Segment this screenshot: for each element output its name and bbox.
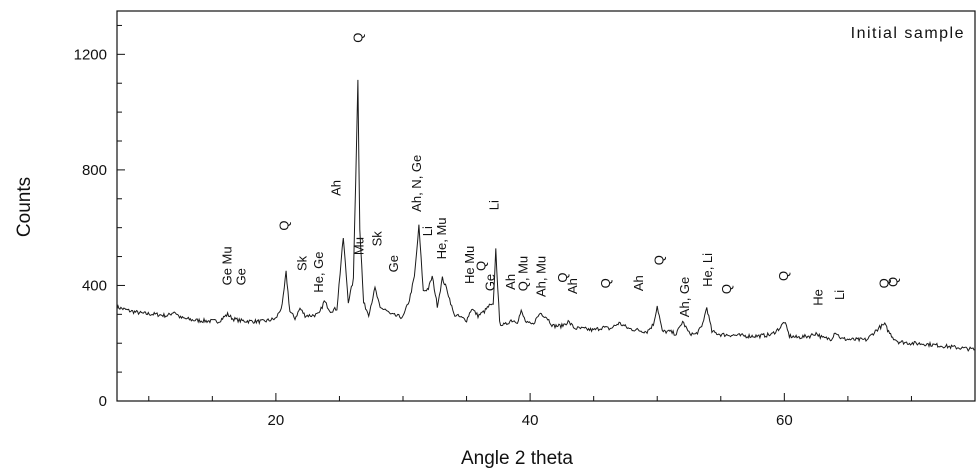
- peak-label: He Mu: [462, 246, 477, 284]
- x-tick-label: 20: [268, 412, 285, 429]
- peak-label: He, Ge: [311, 251, 326, 292]
- peak-label: Q: [652, 255, 667, 265]
- plot-frame: [116, 10, 976, 402]
- peak-label: Q: [885, 277, 900, 287]
- peak-label: Q: [474, 261, 489, 271]
- y-axis-title: Counts: [14, 177, 35, 237]
- peak-label: Li: [420, 226, 435, 236]
- peak-label: Ah: [565, 278, 580, 294]
- panel-label: Initial sample: [851, 25, 965, 42]
- y-tick-label: 0: [99, 393, 107, 410]
- peak-label: Mu: [352, 237, 367, 255]
- peak-label: Sk: [294, 255, 309, 271]
- axis-ticks: [117, 24, 976, 402]
- tick-labels: 20 40 60 0 400 800 1200: [74, 46, 793, 429]
- peak-label: Ge: [483, 274, 498, 291]
- peak-label: He, Mu: [434, 217, 449, 259]
- y-tick-label: 1200: [74, 46, 107, 63]
- peak-label: He: [810, 289, 825, 306]
- peak-label: Q: [877, 278, 892, 288]
- peak-label: Q: [776, 271, 791, 281]
- peak-label: Q: [555, 273, 570, 283]
- peak-label: Ge Mu: [219, 246, 234, 285]
- peak-label: Q: [277, 220, 292, 230]
- peak-label: Q: [598, 278, 613, 288]
- peak-label: Sk: [369, 231, 384, 247]
- y-tick-label: 400: [82, 277, 107, 294]
- peak-label: Ah: [329, 180, 344, 196]
- y-tick-label: 800: [82, 162, 107, 179]
- peak-label: Li: [486, 200, 501, 210]
- peak-label: Q: [719, 284, 734, 294]
- x-tick-label: 40: [522, 412, 539, 429]
- peak-label: Ge: [386, 255, 401, 272]
- peak-label: Ah: [631, 275, 646, 291]
- diffraction-pattern-line: [116, 79, 976, 352]
- peak-label: Ah, Ge: [677, 277, 692, 317]
- peak-label: Ah, N, Ge: [409, 155, 424, 212]
- x-tick-label: 60: [776, 412, 793, 429]
- peak-label: Li: [832, 290, 847, 300]
- peak-label: Q: [350, 33, 365, 43]
- x-axis-title: Angle 2 theta: [461, 448, 573, 469]
- peak-label: He, Li: [700, 253, 715, 287]
- peak-label: Q, Mu: [516, 256, 531, 291]
- peak-label: Ge: [233, 268, 248, 285]
- peak-label: Ah: [503, 274, 518, 290]
- peak-label: Ah, Mu: [533, 256, 548, 297]
